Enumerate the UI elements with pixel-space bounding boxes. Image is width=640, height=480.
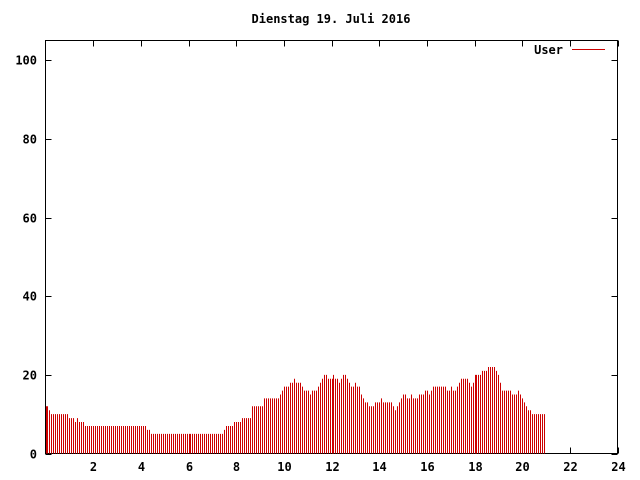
legend-label: User	[534, 43, 563, 57]
plot-frame	[45, 40, 618, 454]
chart-title: Dienstag 19. Juli 2016	[252, 12, 411, 26]
bar-series	[46, 366, 545, 454]
y-axis: 0 20 40 60 80 100	[15, 54, 618, 462]
y-tick-label: 80	[23, 133, 37, 147]
x-tick-label: 12	[325, 460, 339, 474]
x-tick-label: 6	[186, 460, 193, 474]
x-tick-label: 24	[611, 460, 625, 474]
y-tick-label: 100	[15, 54, 37, 68]
y-tick-label: 60	[23, 212, 37, 226]
x-tick-label: 4	[138, 460, 145, 474]
x-tick-label: 10	[277, 460, 291, 474]
x-tick-label: 20	[515, 460, 529, 474]
y-tick-label: 20	[23, 369, 37, 383]
x-tick-label: 18	[468, 460, 482, 474]
y-tick-label: 40	[23, 290, 37, 304]
x-tick-label: 16	[420, 460, 434, 474]
legend: User	[534, 43, 605, 57]
x-tick-label: 22	[563, 460, 577, 474]
x-tick-label: 14	[372, 460, 386, 474]
x-tick-label: 8	[233, 460, 240, 474]
y-tick-label: 0	[30, 448, 37, 462]
x-tick-label: 2	[90, 460, 97, 474]
x-axis: 2 4 6 8 10 12 14 16 18 20 22 24	[90, 40, 626, 474]
